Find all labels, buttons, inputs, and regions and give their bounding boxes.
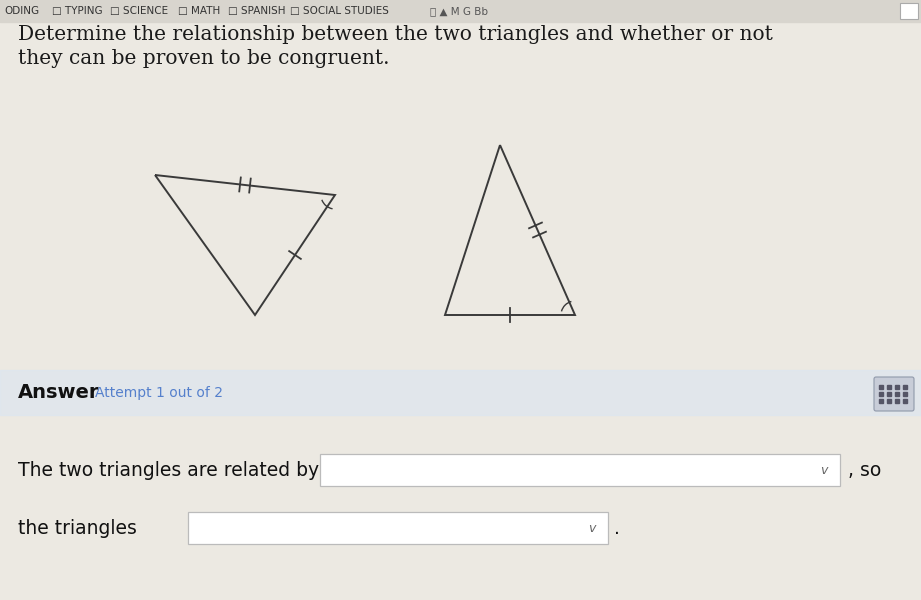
Text: Ⓜ ▲ M G Bb: Ⓜ ▲ M G Bb (430, 6, 488, 16)
Text: , so: , so (848, 461, 881, 479)
Text: Attempt 1 out of 2: Attempt 1 out of 2 (95, 385, 223, 400)
Text: they can be proven to be congruent.: they can be proven to be congruent. (18, 49, 390, 67)
FancyBboxPatch shape (0, 0, 921, 22)
Text: .: . (614, 518, 620, 538)
FancyBboxPatch shape (188, 512, 608, 544)
FancyBboxPatch shape (320, 454, 840, 486)
Text: Determine the relationship between the two triangles and whether or not: Determine the relationship between the t… (18, 25, 773, 44)
FancyBboxPatch shape (874, 377, 914, 411)
Text: □ SPANISH: □ SPANISH (228, 6, 286, 16)
Text: □ SCIENCE: □ SCIENCE (110, 6, 169, 16)
Text: □ TYPING: □ TYPING (52, 6, 102, 16)
Text: v: v (821, 463, 828, 476)
Text: □ SOCIAL STUDIES: □ SOCIAL STUDIES (290, 6, 389, 16)
Text: ODING: ODING (4, 6, 39, 16)
Text: v: v (589, 521, 596, 535)
Text: the triangles: the triangles (18, 518, 137, 538)
FancyBboxPatch shape (0, 370, 921, 415)
Text: The two triangles are related by: The two triangles are related by (18, 461, 319, 479)
Text: Answer: Answer (18, 383, 99, 402)
Text: □ MATH: □ MATH (178, 6, 220, 16)
FancyBboxPatch shape (900, 3, 918, 19)
